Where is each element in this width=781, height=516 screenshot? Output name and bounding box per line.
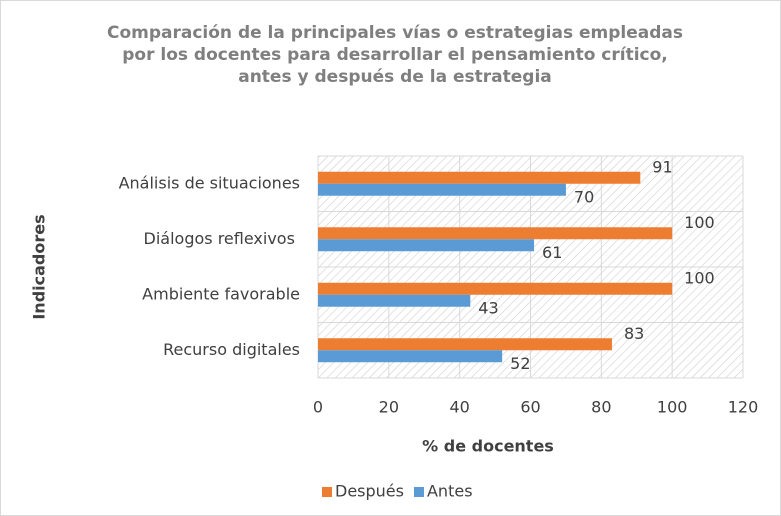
value-label: 100: [684, 268, 715, 287]
x-tick-label: 80: [591, 398, 611, 417]
legend-label: Después: [335, 482, 404, 501]
x-tick-label: 40: [449, 398, 469, 417]
bar: [318, 294, 471, 307]
legend-swatch: [322, 487, 332, 497]
value-label: 61: [542, 243, 562, 262]
value-label: 100: [684, 213, 715, 232]
x-tick-label: 0: [313, 398, 323, 417]
x-tick-label: 60: [520, 398, 540, 417]
y-tick-label: Ambiente favorable: [142, 284, 300, 303]
x-tick-label: 20: [379, 398, 399, 417]
value-label: 52: [510, 354, 530, 373]
value-label: 91: [652, 157, 672, 176]
value-label: 83: [624, 324, 644, 343]
bar: [318, 350, 503, 363]
y-tick-label: Diálogos reflexivos: [144, 229, 300, 248]
bar: [318, 282, 673, 295]
value-label: 43: [478, 298, 498, 317]
x-tick-label: 100: [657, 398, 688, 417]
x-axis-title: % de docentes: [422, 437, 554, 456]
y-axis-title: Indicadores: [30, 214, 49, 319]
legend-label: Antes: [427, 482, 473, 501]
x-tick-label: 120: [728, 398, 759, 417]
bar: [318, 338, 612, 351]
bar: [318, 239, 535, 252]
bar: [318, 171, 641, 184]
chart-title: Comparación de la principales vías o est…: [106, 23, 684, 87]
y-tick-label: Recurso digitales: [163, 340, 300, 359]
y-tick-label: Análisis de situaciones: [119, 173, 300, 192]
bar: [318, 183, 566, 196]
value-label: 70: [574, 187, 594, 206]
legend-swatch: [413, 487, 424, 497]
bar: [318, 227, 673, 240]
